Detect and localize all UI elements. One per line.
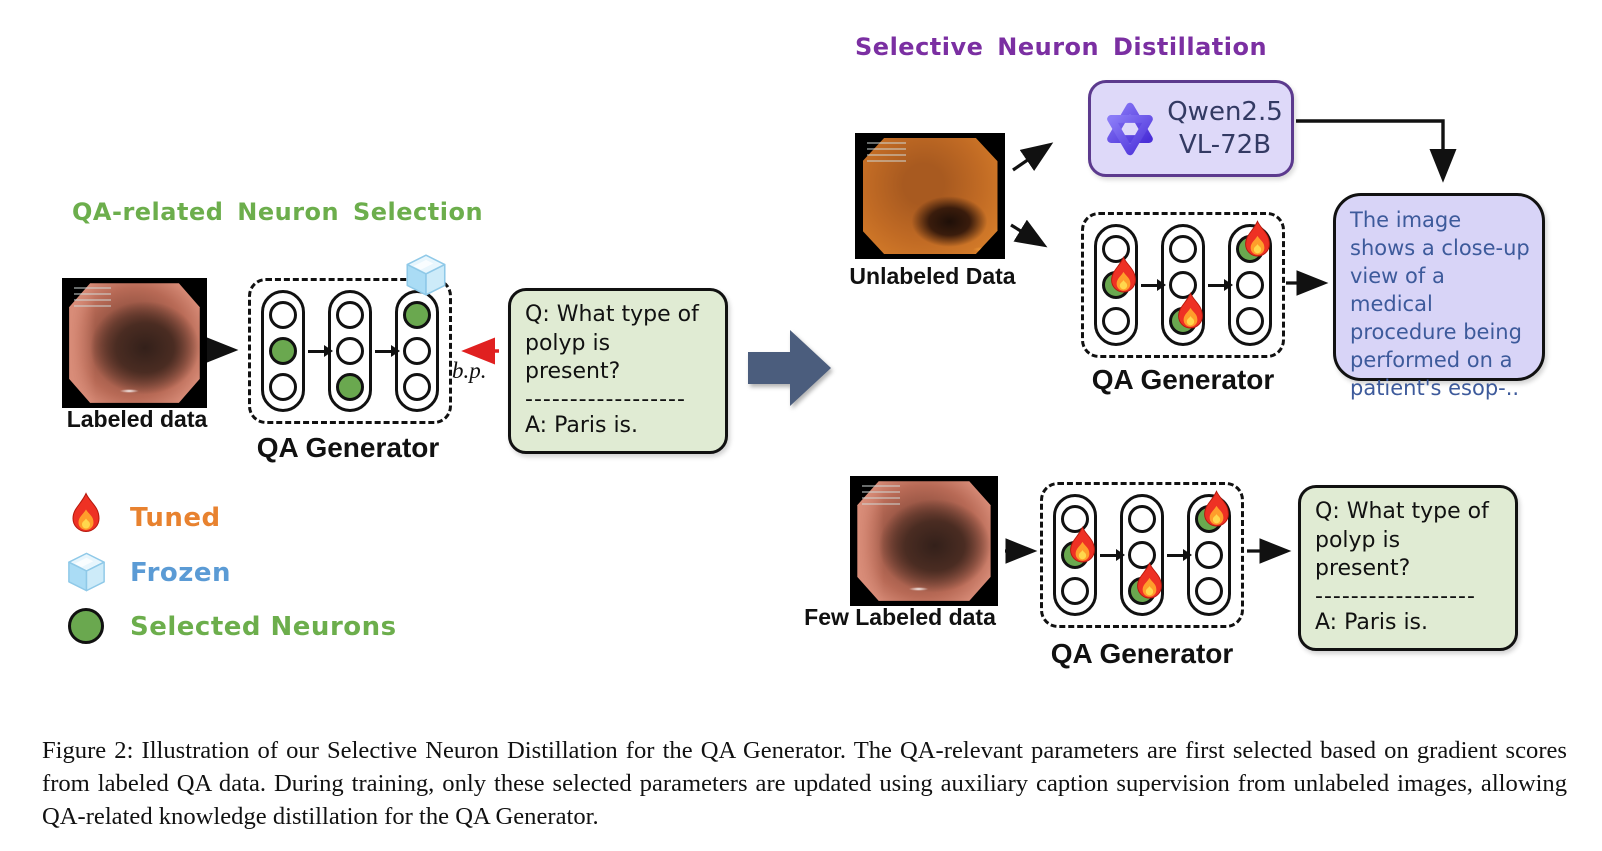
tuned-neuron	[1102, 256, 1136, 299]
few-labeled-data-label: Few Labeled data	[804, 604, 996, 630]
qa-generator-label-top: QA Generator	[1091, 364, 1275, 395]
neuron	[336, 301, 364, 329]
neuron-column	[395, 290, 439, 412]
neuron	[1195, 577, 1223, 605]
layer-arrow-icon	[1141, 283, 1157, 287]
qwen-name-line2: VL-72B	[1178, 129, 1272, 160]
flame-icon	[1241, 220, 1274, 261]
qa-example-box-left: Q: What type of polyp is present? ------…	[508, 288, 728, 454]
labeled-data-label: Labeled data	[66, 406, 208, 432]
layer-arrow-icon	[308, 349, 324, 353]
qwen-name-line1: Qwen2.5	[1167, 97, 1283, 127]
qwen-model-name: Qwen2.5 VL-72B	[1167, 96, 1283, 161]
neuron	[1102, 235, 1130, 263]
qa-question: Q: What type of polyp is present?	[1315, 499, 1489, 582]
neuron	[403, 337, 431, 365]
selected-neuron	[403, 301, 431, 329]
qa-generator-label-left: QA Generator	[256, 432, 440, 463]
neuron	[1169, 271, 1197, 299]
qa-generator-network-selection	[248, 278, 452, 424]
flame-icon	[68, 492, 104, 537]
qa-example-box-right: Q: What type of polyp is present? ------…	[1298, 485, 1518, 651]
few-labeled-data-image	[850, 476, 998, 606]
neuron	[1128, 505, 1156, 533]
arrow-unlabeled-to-qwen	[1012, 142, 1054, 172]
qa-generator-label-bottom: QA Generator	[1050, 638, 1234, 669]
legend-selected-label: Selected Neurons	[130, 612, 397, 642]
selected-neuron-icon	[68, 608, 104, 644]
right-panel-title: Selective Neuron Distillation	[855, 33, 1268, 61]
caption-output-box: The image shows a close-up view of a med…	[1333, 193, 1545, 400]
flame-icon	[1174, 292, 1207, 333]
neuron-column	[328, 290, 372, 412]
neuron	[1169, 235, 1197, 263]
neuron	[269, 373, 297, 401]
neuron-column	[1228, 220, 1272, 346]
ice-cube-icon	[63, 550, 110, 594]
tuned-neuron	[1195, 490, 1229, 533]
neuron	[1195, 541, 1223, 569]
unlabeled-data-image	[855, 133, 1005, 259]
unlabeled-data-label: Unlabeled Data	[849, 263, 1016, 289]
qwen-logo-icon	[1101, 100, 1159, 158]
neuron	[1061, 505, 1089, 533]
neuron	[1061, 577, 1089, 605]
neuron	[1128, 541, 1156, 569]
tuned-neuron	[1128, 562, 1162, 605]
layer-arrow-icon	[1100, 553, 1116, 557]
qa-divider: ------------------	[525, 386, 686, 412]
layer-arrow-icon	[375, 349, 391, 353]
neuron	[1236, 271, 1264, 299]
qa-answer: A: Paris is.	[1315, 610, 1429, 636]
frozen-ice-icon	[401, 252, 451, 298]
qwen-model-box: Qwen2.5 VL-72B	[1088, 80, 1294, 177]
layer-arrow-icon	[1208, 283, 1224, 287]
left-panel-title: QA-related Neuron Selection	[72, 198, 484, 226]
selected-neuron	[336, 373, 364, 401]
layer-arrow-icon	[1167, 553, 1183, 557]
bp-label: b.p.	[452, 358, 487, 383]
neuron-column	[1053, 494, 1097, 616]
flame-icon	[1066, 526, 1099, 567]
endoscopy-photo	[69, 283, 200, 403]
qa-divider: ------------------	[1315, 583, 1476, 609]
qa-question: Q: What type of polyp is present?	[525, 302, 699, 385]
legend-frozen-label: Frozen	[130, 558, 232, 588]
neuron-column	[1161, 224, 1205, 346]
neuron-column	[1120, 494, 1164, 616]
flame-icon	[1107, 256, 1140, 297]
tuned-neuron	[1236, 220, 1270, 263]
neuron	[269, 301, 297, 329]
big-stage-arrow	[748, 330, 831, 406]
neuron	[1102, 307, 1130, 335]
arrow-qwen-to-caption	[1296, 119, 1457, 183]
neuron-column	[261, 290, 305, 412]
selected-neuron	[269, 337, 297, 365]
qa-answer: A: Paris is.	[525, 413, 639, 439]
endoscopy-photo	[862, 138, 998, 254]
neuron-column	[1187, 490, 1231, 616]
figure-caption: Figure 2: Illustration of our Selective …	[42, 736, 1567, 830]
tuned-neuron	[1169, 292, 1203, 335]
neuron-column	[1094, 224, 1138, 346]
labeled-data-image	[62, 278, 207, 408]
endoscopy-photo	[857, 481, 991, 601]
neuron	[1236, 307, 1264, 335]
arrow-unlabeled-to-generator	[1010, 219, 1048, 248]
neuron	[336, 337, 364, 365]
flame-icon	[1200, 490, 1233, 531]
qa-generator-network-bottom	[1040, 482, 1244, 628]
tuned-neuron	[1061, 526, 1095, 569]
flame-icon	[1133, 562, 1166, 603]
qa-generator-network-top	[1081, 212, 1285, 358]
legend-tuned-label: Tuned	[130, 503, 221, 533]
neuron	[403, 373, 431, 401]
